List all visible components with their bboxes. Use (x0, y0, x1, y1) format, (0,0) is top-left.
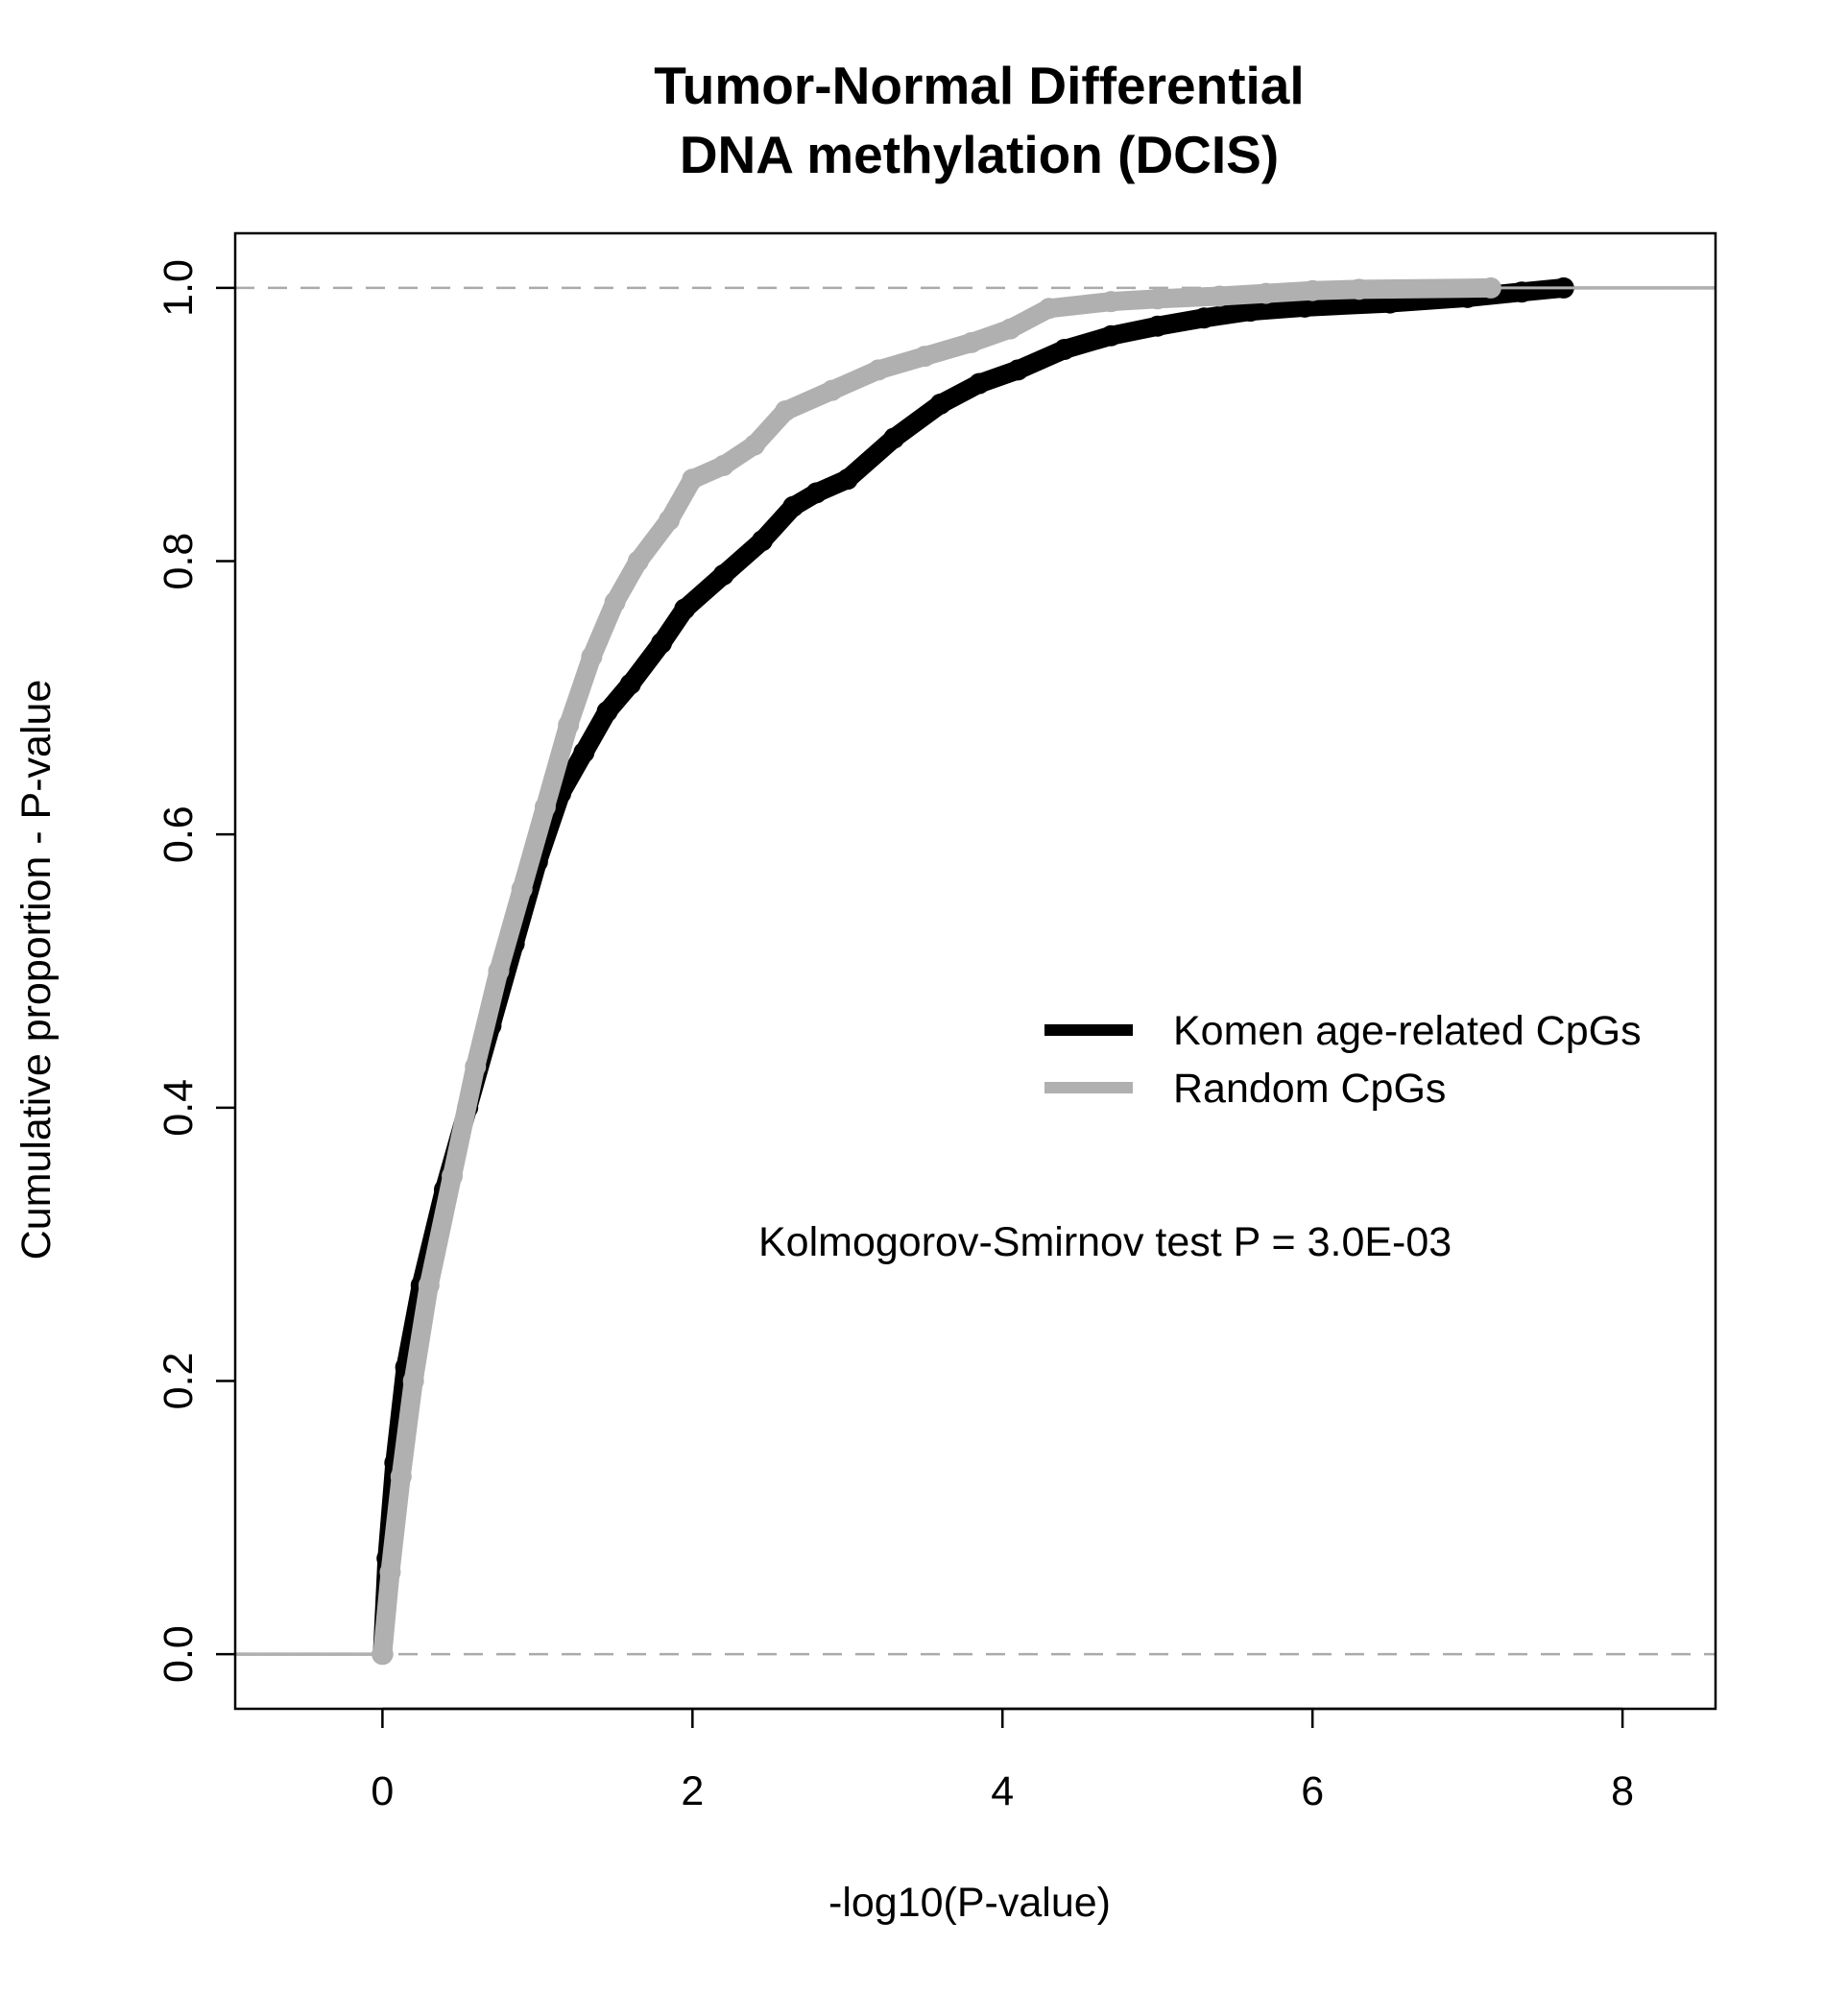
legend-label-random: Random CpGs (1173, 1066, 1446, 1112)
series-0-point-19 (805, 482, 828, 504)
series-1-point-21 (914, 346, 936, 368)
series-1-point-22 (960, 331, 982, 353)
series-0-point-15 (674, 598, 696, 620)
series-1-point-2 (390, 1466, 412, 1488)
y-tick-label-1: 0.2 (156, 1353, 202, 1410)
ks-test-annotation: Kolmogorov-Smirnov test P = 3.0E-03 (758, 1219, 1452, 1265)
x-tick-label-2: 4 (991, 1768, 1014, 1814)
series-1-point-20 (868, 359, 890, 381)
legend: Komen age-related CpGs Random CpGs (1044, 1008, 1642, 1112)
y-axis: 0.0 0.2 0.4 0.6 0.8 1.0 (156, 259, 235, 1683)
series-0-point-17 (751, 530, 773, 552)
series-0-point-20 (836, 468, 858, 491)
series-0-point-16 (712, 564, 734, 586)
y-tick-label-3: 0.6 (156, 805, 202, 863)
series-0-point-18 (782, 495, 804, 517)
series-0-point-14 (651, 632, 673, 654)
x-axis: 0 2 4 6 8 (371, 1707, 1634, 1814)
series-0-point-25 (1053, 338, 1075, 360)
series-1-point-12 (604, 591, 626, 613)
series-1-point-4 (418, 1274, 440, 1296)
series-0-point-33 (1511, 281, 1533, 303)
plot-frame (233, 231, 1717, 1711)
series-0-point-24 (1007, 359, 1029, 381)
series-1-point-11 (581, 646, 603, 668)
x-tick-label-4: 8 (1611, 1768, 1634, 1814)
series-1-point-31 (1479, 276, 1501, 299)
series-1-point-29 (1302, 279, 1324, 301)
series-1-point-14 (659, 509, 681, 531)
series-0-point-30 (1294, 296, 1316, 318)
y-axis-label: Cumulative proportion - P-value (13, 680, 60, 1260)
series-0-point-13 (619, 673, 641, 695)
x-tick-label-1: 2 (681, 1768, 704, 1814)
series-0-point-12 (596, 701, 618, 723)
y-tick-label-0: 0.0 (156, 1625, 202, 1683)
series-1-point-23 (999, 318, 1021, 340)
series-1-point-26 (1146, 288, 1168, 310)
series-1-point-27 (1209, 285, 1231, 307)
series-1-point-6 (465, 1056, 487, 1078)
series-1-point-0 (372, 1644, 394, 1666)
series-1-point-17 (743, 434, 765, 456)
series-1-point-19 (821, 379, 843, 401)
series-1-point-15 (682, 468, 704, 491)
series-0-point-26 (1100, 324, 1122, 347)
series-0-point-27 (1146, 315, 1168, 337)
series-1-point-8 (511, 878, 533, 900)
series-0-point-23 (969, 372, 991, 395)
series-1-point-7 (488, 960, 510, 982)
series-line-1 (372, 277, 1500, 1665)
series-0-point-22 (929, 393, 951, 415)
plot-area (235, 276, 1716, 1666)
series-1-point-28 (1255, 282, 1277, 304)
chart-title-line-2: DNA methylation (DCIS) (680, 125, 1279, 184)
y-tick-label-2: 0.4 (156, 1079, 202, 1137)
legend-label-komen: Komen age-related CpGs (1173, 1008, 1642, 1054)
series-1-point-1 (379, 1561, 401, 1583)
series-0-point-21 (883, 427, 905, 449)
series-0-point-28 (1193, 307, 1215, 329)
series-line-0 (372, 277, 1573, 1665)
series-0-point-29 (1239, 300, 1261, 323)
series-1-point-24 (1038, 298, 1060, 320)
series-1-point-13 (627, 550, 649, 572)
series-1-point-5 (442, 1164, 464, 1187)
series-1-point-30 (1348, 278, 1370, 300)
x-axis-label: -log10(P-value) (828, 1880, 1111, 1926)
series-1-point-10 (558, 714, 580, 736)
series-0-point-11 (573, 741, 595, 763)
series-1-point-25 (1100, 291, 1122, 313)
chart-title-line-1: Tumor-Normal Differential (654, 56, 1304, 115)
x-tick-label-3: 6 (1301, 1768, 1324, 1814)
x-tick-label-0: 0 (371, 1768, 394, 1814)
y-tick-label-5: 1.0 (156, 259, 202, 317)
series-1-point-18 (775, 400, 797, 422)
y-tick-label-4: 0.8 (156, 533, 202, 590)
series-1-point-9 (534, 796, 556, 818)
series-1-point-16 (712, 454, 734, 476)
series-1-point-3 (402, 1370, 424, 1392)
